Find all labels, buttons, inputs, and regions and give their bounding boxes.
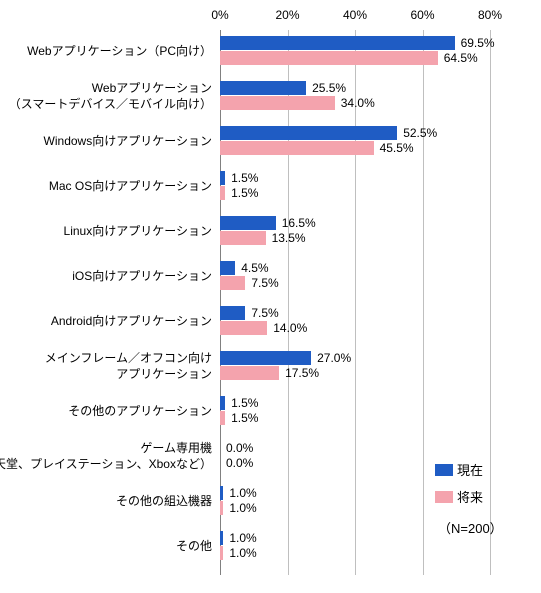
category-label: その他の組込機器	[116, 492, 220, 508]
legend-swatch	[435, 464, 453, 476]
category-label: Mac OS向けアプリケーション	[49, 177, 220, 193]
value-label: 7.5%	[251, 306, 278, 320]
category-label: その他	[176, 537, 220, 553]
value-label: 1.0%	[229, 531, 256, 545]
legend-item-future: 将来	[435, 487, 483, 506]
value-label: 1.5%	[231, 396, 258, 410]
value-label: 0.0%	[226, 441, 253, 455]
category-label: Windows向けアプリケーション	[44, 132, 220, 148]
gridline	[423, 30, 424, 575]
category-label: Webアプリケーション （スマートデバイス／モバイル向け）	[9, 79, 220, 111]
sample-size: （N=200）	[438, 518, 503, 537]
value-label: 1.5%	[231, 186, 258, 200]
bar-current	[220, 396, 225, 410]
bar-current	[220, 216, 276, 230]
bar-current	[220, 81, 306, 95]
value-label: 13.5%	[272, 231, 306, 245]
bar-future	[220, 366, 279, 380]
value-label: 1.0%	[229, 486, 256, 500]
bar-current	[220, 126, 397, 140]
gridline	[490, 30, 491, 575]
value-label: 34.0%	[341, 96, 375, 110]
bar-future	[220, 186, 225, 200]
value-label: 16.5%	[282, 216, 316, 230]
category-label: iOS向けアプリケーション	[72, 267, 220, 283]
x-tick-label: 60%	[410, 8, 434, 22]
value-label: 27.0%	[317, 351, 351, 365]
bar-current	[220, 36, 455, 50]
x-tick-label: 0%	[211, 8, 228, 22]
bar-current	[220, 486, 223, 500]
x-tick-label: 20%	[275, 8, 299, 22]
value-label: 14.0%	[273, 321, 307, 335]
value-label: 45.5%	[380, 141, 414, 155]
value-label: 7.5%	[251, 276, 278, 290]
value-label: 1.0%	[229, 501, 256, 515]
value-label: 69.5%	[461, 36, 495, 50]
value-label: 4.5%	[241, 261, 268, 275]
x-tick-label: 40%	[343, 8, 367, 22]
bar-future	[220, 141, 374, 155]
category-label: ゲーム専用機 （任天堂、プレイステーション、Xboxなど）	[0, 439, 220, 471]
bar-current	[220, 171, 225, 185]
value-label: 1.5%	[231, 411, 258, 425]
bar-future	[220, 231, 266, 245]
bar-future	[220, 411, 225, 425]
bar-future	[220, 501, 223, 515]
bar-future	[220, 546, 223, 560]
category-label: メインフレーム／オフコン向け アプリケーション	[45, 349, 220, 381]
gridline	[288, 30, 289, 575]
bar-future	[220, 96, 335, 110]
bar-current	[220, 351, 311, 365]
value-label: 25.5%	[312, 81, 346, 95]
legend-item-current: 現在	[435, 460, 483, 479]
category-label: その他のアプリケーション	[68, 402, 220, 418]
gridline	[355, 30, 356, 575]
legend-swatch	[435, 491, 453, 503]
value-label: 1.5%	[231, 171, 258, 185]
chart-container: Webアプリケーション（PC向け） 69.5%64.5% Webアプリケーション （…	[0, 0, 541, 593]
category-label: Android向けアプリケーション	[51, 312, 220, 328]
bar-current	[220, 261, 235, 275]
bar-future	[220, 321, 267, 335]
bar-current	[220, 306, 245, 320]
legend-label: 現在	[457, 460, 483, 479]
legend-label: 将来	[457, 487, 483, 506]
x-tick-label: 80%	[478, 8, 502, 22]
value-label: 1.0%	[229, 546, 256, 560]
legend: 現在将来	[435, 460, 483, 506]
value-label: 17.5%	[285, 366, 319, 380]
value-label: 64.5%	[444, 51, 478, 65]
value-label: 52.5%	[403, 126, 437, 140]
bar-future	[220, 51, 438, 65]
category-label: Linux向けアプリケーション	[64, 222, 220, 238]
value-label: 0.0%	[226, 456, 253, 470]
bar-future	[220, 276, 245, 290]
category-label: Webアプリケーション（PC向け）	[27, 42, 220, 58]
bar-current	[220, 531, 223, 545]
